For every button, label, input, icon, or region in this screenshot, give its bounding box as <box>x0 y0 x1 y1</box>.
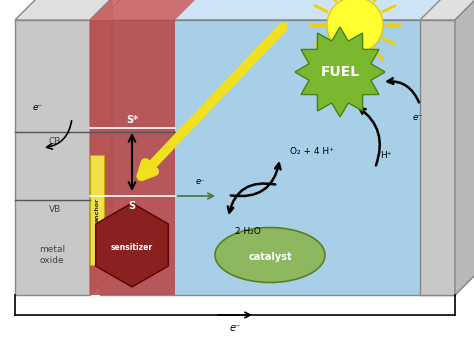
Text: 2 H₂O: 2 H₂O <box>235 227 261 237</box>
Text: CB: CB <box>49 137 61 147</box>
Text: sensitizer: sensitizer <box>111 243 153 251</box>
Text: O₂ + 4 H⁺: O₂ + 4 H⁺ <box>290 148 334 156</box>
Polygon shape <box>15 0 112 20</box>
Polygon shape <box>96 203 168 287</box>
Text: S*: S* <box>126 115 138 125</box>
Polygon shape <box>455 0 474 295</box>
Polygon shape <box>100 20 455 295</box>
Polygon shape <box>455 0 474 295</box>
Text: e⁻: e⁻ <box>413 114 423 123</box>
Polygon shape <box>420 20 455 295</box>
Ellipse shape <box>215 227 325 282</box>
Polygon shape <box>90 20 175 295</box>
Text: FUEL: FUEL <box>320 65 360 79</box>
Text: e⁻: e⁻ <box>33 103 43 113</box>
Text: catalyst: catalyst <box>248 252 292 262</box>
Polygon shape <box>420 0 474 20</box>
Text: metal
oxide: metal oxide <box>39 245 65 265</box>
Text: VB: VB <box>49 206 61 214</box>
Polygon shape <box>15 20 90 295</box>
Text: H⁺: H⁺ <box>380 151 392 159</box>
Polygon shape <box>100 0 474 20</box>
Circle shape <box>327 0 383 53</box>
Text: anchor: anchor <box>94 198 100 222</box>
Polygon shape <box>90 0 112 295</box>
Polygon shape <box>295 27 385 117</box>
Text: e⁻: e⁻ <box>195 178 205 186</box>
Text: S: S <box>128 201 136 211</box>
Polygon shape <box>90 0 197 20</box>
Text: e⁻: e⁻ <box>229 323 241 333</box>
FancyBboxPatch shape <box>90 155 104 265</box>
